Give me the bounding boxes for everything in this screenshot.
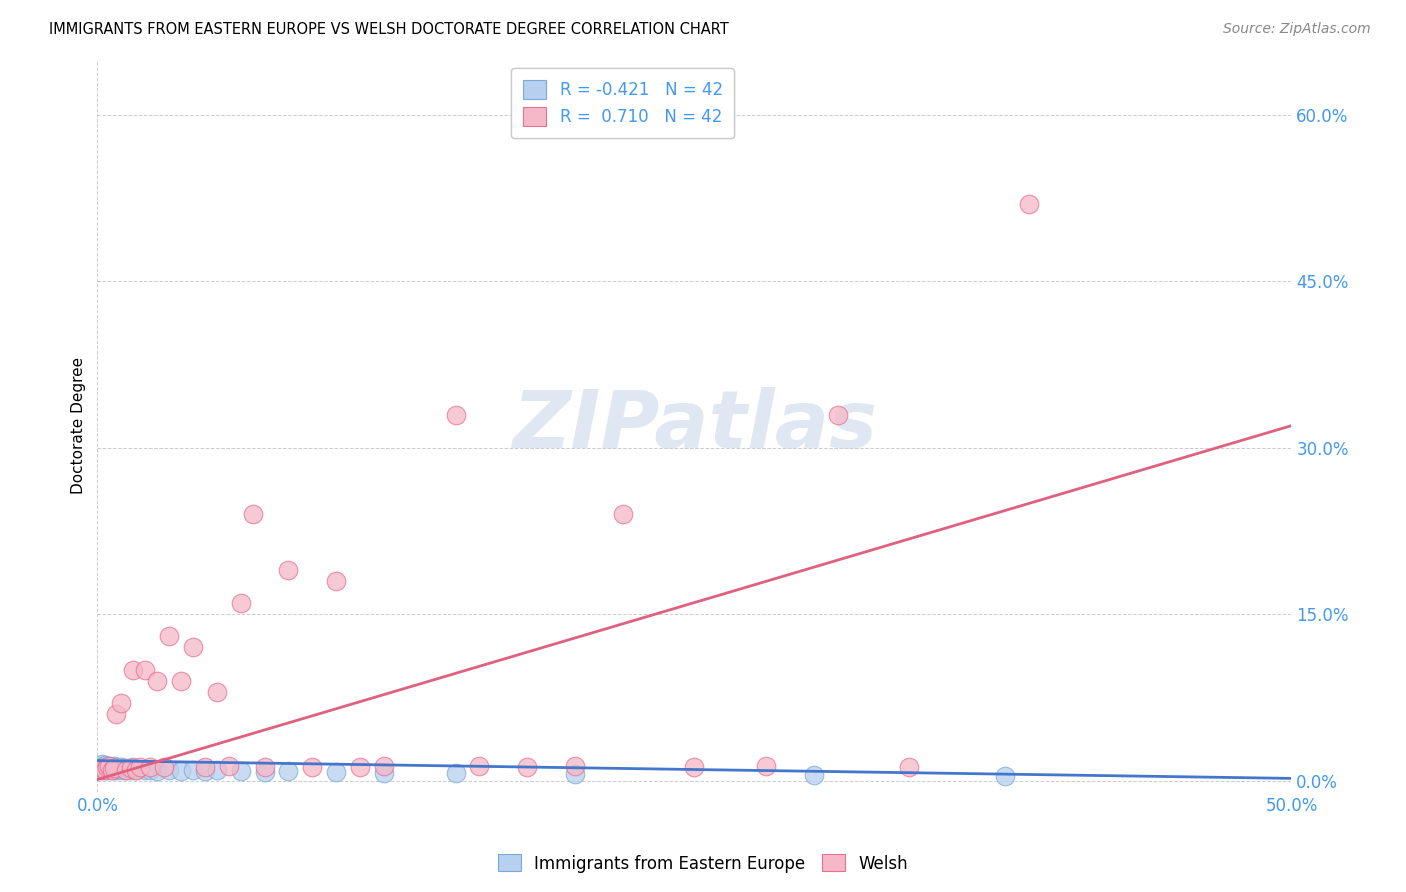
Point	[373, 759, 395, 773]
Point	[93, 763, 115, 777]
Point	[96, 763, 118, 777]
Legend: R = -0.421   N = 42, R =  0.710   N = 42: R = -0.421 N = 42, R = 0.710 N = 42	[512, 68, 734, 138]
Y-axis label: Doctorate Degree: Doctorate Degree	[72, 357, 86, 494]
Point	[120, 763, 142, 777]
Point	[110, 760, 132, 774]
Point	[91, 756, 114, 771]
Point	[146, 673, 169, 688]
Point	[146, 764, 169, 778]
Point	[93, 759, 115, 773]
Point	[205, 685, 228, 699]
Point	[516, 760, 538, 774]
Point	[444, 765, 467, 780]
Point	[98, 761, 121, 775]
Point	[253, 760, 276, 774]
Point	[170, 673, 193, 688]
Point	[115, 763, 138, 777]
Point	[105, 707, 128, 722]
Point	[96, 760, 118, 774]
Point	[564, 767, 586, 781]
Point	[122, 760, 145, 774]
Point	[277, 563, 299, 577]
Point	[103, 761, 125, 775]
Point	[124, 763, 146, 777]
Point	[564, 759, 586, 773]
Point	[827, 408, 849, 422]
Legend: Immigrants from Eastern Europe, Welsh: Immigrants from Eastern Europe, Welsh	[491, 847, 915, 880]
Point	[444, 408, 467, 422]
Point	[122, 663, 145, 677]
Point	[110, 763, 132, 777]
Point	[349, 760, 371, 774]
Text: ZIPatlas: ZIPatlas	[512, 386, 877, 465]
Point	[253, 764, 276, 779]
Point	[124, 763, 146, 777]
Point	[157, 629, 180, 643]
Point	[1018, 196, 1040, 211]
Point	[194, 760, 217, 774]
Point	[994, 769, 1017, 783]
Point	[301, 760, 323, 774]
Point	[325, 764, 347, 779]
Point	[157, 763, 180, 777]
Point	[277, 764, 299, 778]
Point	[91, 763, 114, 777]
Point	[229, 764, 252, 778]
Point	[100, 760, 122, 774]
Point	[100, 763, 122, 777]
Point	[103, 759, 125, 773]
Point	[91, 761, 114, 775]
Point	[683, 760, 706, 774]
Point	[755, 759, 778, 773]
Point	[898, 760, 921, 774]
Point	[229, 596, 252, 610]
Point	[139, 760, 162, 774]
Point	[170, 764, 193, 778]
Point	[134, 763, 156, 777]
Point	[134, 663, 156, 677]
Point	[153, 760, 176, 774]
Point	[205, 763, 228, 777]
Point	[373, 765, 395, 780]
Point	[181, 640, 204, 655]
Point	[803, 768, 825, 782]
Point	[112, 761, 135, 775]
Point	[194, 764, 217, 778]
Point	[100, 763, 122, 777]
Text: Source: ZipAtlas.com: Source: ZipAtlas.com	[1223, 22, 1371, 37]
Point	[242, 508, 264, 522]
Point	[218, 759, 240, 773]
Point	[98, 759, 121, 773]
Point	[105, 760, 128, 774]
Point	[612, 508, 634, 522]
Point	[139, 763, 162, 777]
Point	[325, 574, 347, 588]
Point	[89, 763, 111, 777]
Point	[105, 763, 128, 777]
Point	[117, 761, 139, 775]
Point	[120, 761, 142, 775]
Point	[96, 760, 118, 774]
Point	[468, 759, 491, 773]
Point	[93, 761, 115, 775]
Point	[129, 760, 152, 774]
Point	[93, 758, 115, 772]
Text: IMMIGRANTS FROM EASTERN EUROPE VS WELSH DOCTORATE DEGREE CORRELATION CHART: IMMIGRANTS FROM EASTERN EUROPE VS WELSH …	[49, 22, 728, 37]
Point	[108, 761, 131, 775]
Point	[110, 696, 132, 710]
Point	[115, 763, 138, 777]
Point	[103, 761, 125, 775]
Point	[181, 763, 204, 777]
Point	[89, 760, 111, 774]
Point	[98, 759, 121, 773]
